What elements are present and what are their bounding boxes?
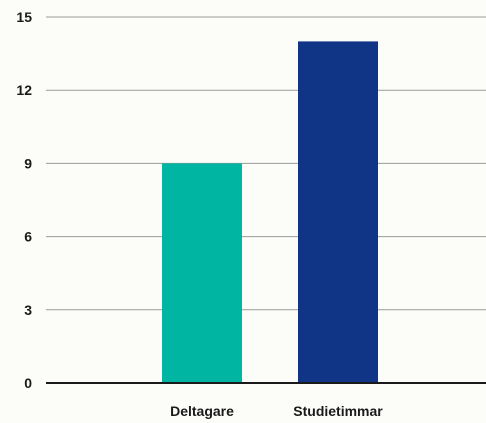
x-axis-category-labels: Deltagare Studietimmar [170,403,383,419]
y-axis-tick-labels: 0 3 6 9 12 15 [16,9,32,391]
y-tick-label: 3 [24,302,32,318]
bar-studietimmar [298,41,378,384]
y-tick-label: 6 [24,229,32,245]
y-tick-label: 9 [24,155,32,171]
y-tick-label: 12 [16,82,32,98]
x-category-label: Studietimmar [293,403,383,419]
bar-deltagare [162,163,242,383]
gridlines [46,16,486,311]
x-category-label: Deltagare [170,403,234,419]
bars [162,41,378,384]
y-tick-label: 0 [24,375,32,391]
y-tick-label: 15 [16,9,32,25]
